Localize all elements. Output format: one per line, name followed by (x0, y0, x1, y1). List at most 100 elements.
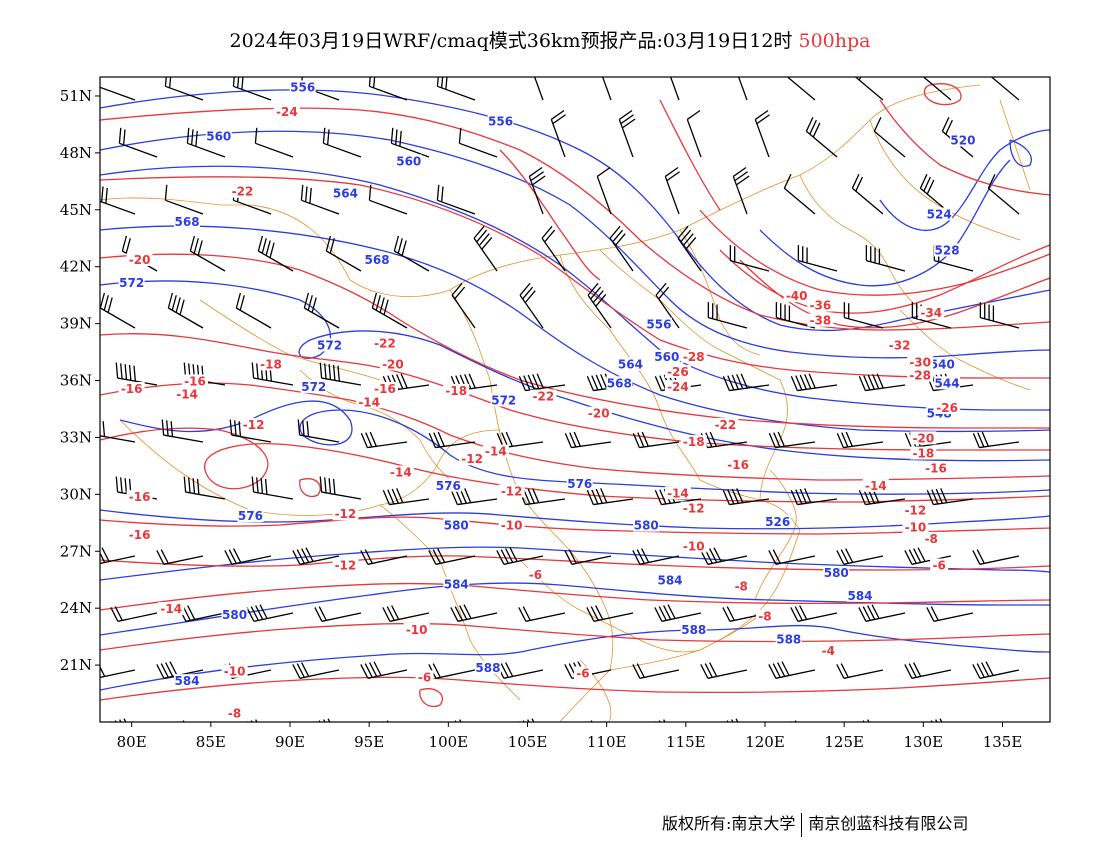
height-contour-label: 560 (206, 130, 231, 144)
temperature-contour-label-bg (725, 457, 752, 471)
temperature-contour-label-bg (182, 374, 208, 388)
temperature-contour-label: -20 (912, 431, 934, 445)
temperature-contour-label-bg (126, 490, 153, 504)
wind-barb (100, 547, 136, 565)
temperature-contour-label-bg (258, 357, 284, 371)
temperature-contour-label: -38 (810, 314, 832, 328)
height-contour-label: 584 (847, 589, 872, 603)
wind-barb (655, 282, 680, 329)
height-contour-label: 572 (491, 393, 516, 407)
temperature-contour-label-bg (379, 357, 406, 371)
wind-barb (564, 431, 612, 449)
temperature-contour-label: -24 (276, 105, 298, 119)
temperature-contour-label-bg (922, 531, 941, 545)
wind-barb (654, 604, 702, 622)
wind-barb (768, 431, 816, 449)
temperature-contour-label-bg (498, 518, 525, 532)
temperature-contour-label: -16 (129, 528, 151, 542)
temperature-contour-label-bg (229, 184, 256, 198)
wind-barb (632, 548, 680, 565)
wind-barb (428, 431, 476, 449)
lon-tick-label: 130E (904, 733, 944, 751)
temperature-contour-label-bg (498, 484, 525, 498)
height-contour-label: 568 (365, 253, 390, 267)
wind-barb (246, 604, 294, 622)
height-contour-label-bg (934, 243, 961, 257)
height-contour-label-bg (764, 514, 791, 528)
wind-barbs (100, 77, 1020, 722)
wind-barb (183, 476, 226, 500)
temperature-contour-label-bg (387, 465, 414, 479)
temperature-contour-label-bg (482, 444, 509, 458)
temperature-contour-label: -22 (532, 390, 554, 404)
temperature-contour-label-bg (332, 507, 359, 521)
temperature-contour-label: -22 (374, 336, 396, 350)
temperature-contour-label: -24 (667, 380, 689, 394)
height-contour-label-bg (617, 357, 644, 371)
height-contour-label-bg (490, 393, 517, 407)
wind-barb (987, 77, 1020, 101)
temperature-contour-label: -16 (121, 382, 143, 396)
wind-barb (677, 225, 702, 272)
copyright-right: 南京创蓝科技有限公司 (808, 814, 969, 833)
height-contour-label-bg (205, 129, 232, 143)
wind-barb (300, 184, 340, 215)
wind-barb (790, 373, 838, 392)
lon-tick-label: 125E (824, 733, 864, 751)
wind-barb (393, 235, 430, 272)
height-contour-label: 576 (567, 477, 592, 491)
wind-barb (851, 173, 884, 215)
temperature-contour-label-bg (807, 298, 834, 312)
wind-barb (797, 245, 838, 272)
wind-barb (161, 419, 204, 443)
temperature-contour-label-bg (664, 380, 691, 394)
temperature-contour-label-bg (923, 461, 949, 475)
height-contour-label: 588 (681, 623, 706, 637)
temperature-contour-label-bg (443, 383, 470, 397)
lon-tick-label: 115E (666, 733, 706, 751)
temperature-contour-label: -10 (224, 665, 246, 679)
height-contour-label: 576 (238, 509, 263, 523)
height-contour-label-bg (926, 207, 953, 221)
temperature-contour-label: -12 (905, 503, 927, 517)
height-contour-label: 580 (444, 519, 469, 533)
temperature-contour-label: -6 (932, 558, 945, 572)
height-contour-label-bg (443, 577, 470, 591)
temperature-contour-label: -26 (667, 365, 689, 379)
height-contour-label-bg (300, 380, 327, 394)
wind-barb (100, 186, 136, 215)
temperature-contour-label-bg (372, 382, 398, 396)
wind-barb (450, 604, 498, 622)
height-contour-label: 524 (927, 207, 952, 221)
temperature-contour-label-bg (273, 105, 300, 119)
wind-barb (257, 235, 294, 272)
height-contour-label-bg (332, 186, 359, 200)
height-contour-label-bg (645, 317, 672, 331)
temperature-contour-label: -12 (461, 452, 483, 466)
temperature-contour-label-bg (910, 431, 937, 445)
temperature-contour-label: -18 (912, 447, 934, 461)
height-contour-label-bg (949, 133, 976, 147)
lon-tick-label: 95E (354, 733, 384, 751)
wind-barb (164, 184, 204, 215)
temperature-contour-label: -8 (925, 532, 938, 546)
wind-barb (235, 292, 272, 329)
temperature-contour-label: -36 (810, 299, 832, 313)
temperature-contour-label-bg (680, 349, 707, 363)
height-contour-label: 560 (654, 350, 679, 364)
temperature-contour-label-bg (902, 503, 929, 517)
temperature-contour-label: -10 (501, 519, 523, 533)
wind-barb (596, 77, 612, 101)
title-level: 500hpa (798, 30, 871, 52)
height-contour-label: 556 (290, 80, 315, 94)
map-plot-area (100, 77, 1050, 722)
height-contour-label-bg (775, 632, 802, 646)
temperature-contour-label-bg (118, 382, 145, 396)
temperature-contour-label-bg (225, 706, 244, 720)
temperature-contour-label: -18 (445, 384, 467, 398)
temperature-contour-label: -14 (358, 395, 380, 409)
wind-barb (564, 549, 612, 565)
temperature-contour-label: -14 (390, 465, 412, 479)
temperature-contour-label-bg (240, 418, 267, 432)
wind-barb (972, 661, 1020, 679)
